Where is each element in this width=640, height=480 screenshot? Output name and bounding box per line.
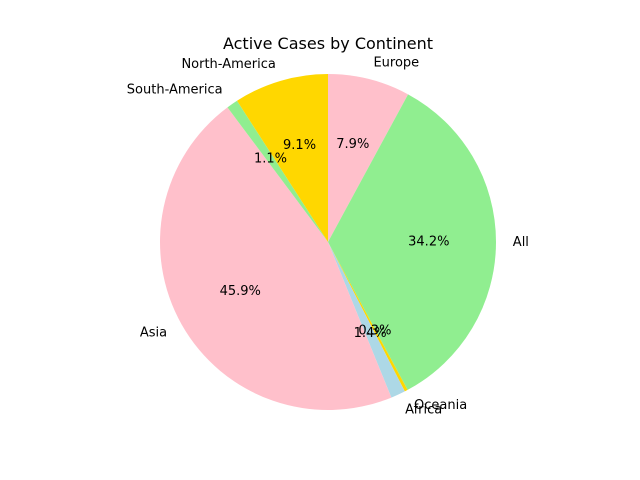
- pie-slice-south-america: [227, 100, 328, 242]
- pie-slice-africa: [328, 242, 405, 398]
- pie-slice-all: [328, 94, 496, 390]
- slice-label-north-america: North-America: [181, 57, 275, 72]
- slice-label-africa: Africa: [405, 402, 442, 417]
- slice-label-oceania: Oceania: [414, 398, 467, 413]
- slice-label-all: All: [513, 235, 529, 250]
- slice-label-europe: Europe: [373, 55, 419, 70]
- pie-slice-europe: [328, 74, 409, 242]
- slice-label-asia: Asia: [140, 325, 167, 340]
- slice-percent-all: 34.2%: [408, 235, 449, 250]
- chart-title: Active Cases by Continent: [223, 34, 433, 53]
- slice-percent-north-america: 9.1%: [283, 138, 316, 153]
- pie-slice-asia: [160, 107, 392, 410]
- pie-labels: Europe 7.9% All 34.2% Oceania 0.3% Africa 1.4% A…: [127, 55, 529, 417]
- pie-wedges: [160, 74, 496, 410]
- slice-percent-africa: 1.4%: [354, 326, 387, 341]
- slice-percent-asia: 45.9%: [220, 284, 261, 299]
- slice-label-south-america: South-America: [127, 83, 223, 98]
- pie-slice-north-america: [237, 74, 328, 242]
- slice-percent-europe: 7.9%: [336, 137, 369, 152]
- slice-percent-south-america: 1.1%: [254, 152, 287, 167]
- slice-percent-oceania: 0.3%: [358, 324, 391, 339]
- pie-slice-oceania: [328, 242, 408, 392]
